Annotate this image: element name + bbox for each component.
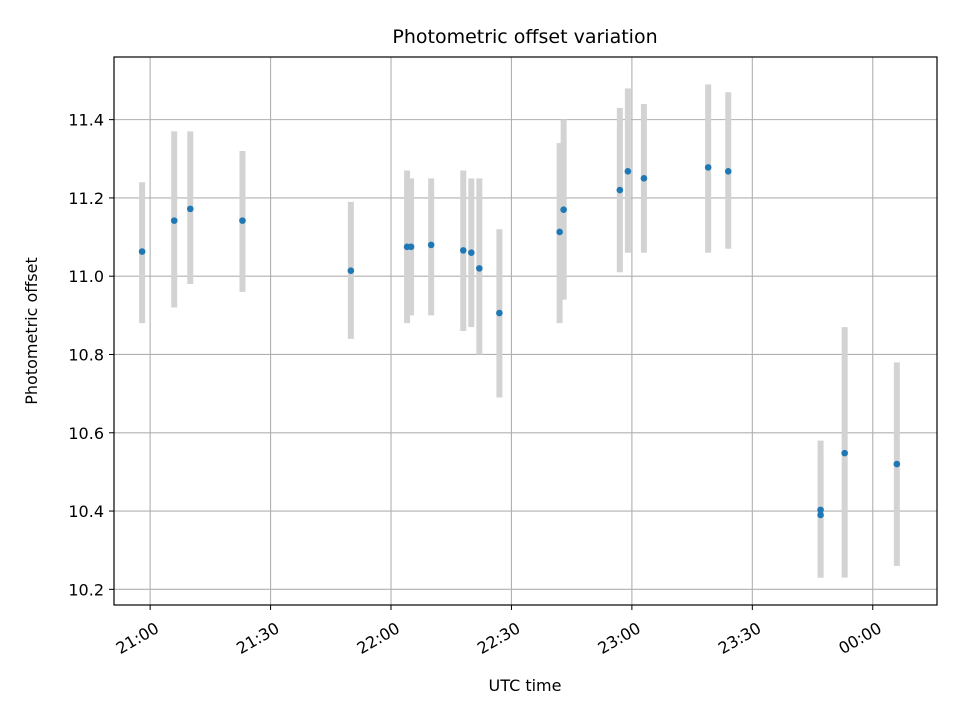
y-tick-label: 11.4 <box>68 111 104 130</box>
data-point <box>817 511 824 519</box>
data-point <box>616 186 624 194</box>
x-tick-label: 22:30 <box>474 618 523 658</box>
data-point <box>186 205 194 213</box>
y-tick-label: 11.2 <box>68 189 104 208</box>
x-axis-label: UTC time <box>489 676 562 695</box>
data-point <box>476 265 483 272</box>
y-tick-label: 10.4 <box>68 502 104 521</box>
data-point <box>724 167 732 175</box>
plot-frame <box>113 56 938 606</box>
data-point <box>496 309 503 317</box>
data-point <box>347 267 355 275</box>
y-axis-label: Photometric offset <box>22 257 41 405</box>
x-tick-label: 21:30 <box>233 618 282 658</box>
y-tick-label: 10.8 <box>68 345 104 364</box>
y-tick-label: 10.2 <box>68 580 104 599</box>
error-bars <box>139 84 900 578</box>
data-point <box>138 248 146 255</box>
data-point <box>640 175 648 182</box>
y-tick-label: 11.0 <box>68 267 104 286</box>
data-point <box>624 167 632 175</box>
data-point <box>556 228 563 236</box>
y-axis-ticks: 10.2 10.4 10.6 10.8 11.0 11.2 11.4 <box>68 111 114 599</box>
data-point <box>841 449 848 457</box>
data-point <box>407 243 415 251</box>
data-point <box>427 241 435 249</box>
data-point <box>560 206 567 213</box>
x-tick-label: 23:30 <box>715 618 764 658</box>
data-point <box>170 217 178 224</box>
data-point <box>468 249 475 257</box>
data-point <box>817 506 824 514</box>
data-point <box>239 217 246 224</box>
x-tick-label: 23:00 <box>594 618 643 658</box>
chart-title: Photometric offset variation <box>392 26 657 48</box>
y-tick-label: 10.6 <box>68 424 104 443</box>
data-point <box>459 247 467 254</box>
data-point <box>704 164 712 171</box>
x-axis-ticks: 21:00 21:30 22:00 22:30 23:00 23:30 00:00 <box>113 605 885 658</box>
x-tick-label: 21:00 <box>113 618 162 658</box>
grid <box>114 57 937 605</box>
x-tick-label: 00:00 <box>835 618 884 658</box>
data-point <box>893 460 901 468</box>
data-points <box>138 164 901 519</box>
x-tick-label: 22:00 <box>354 618 403 658</box>
